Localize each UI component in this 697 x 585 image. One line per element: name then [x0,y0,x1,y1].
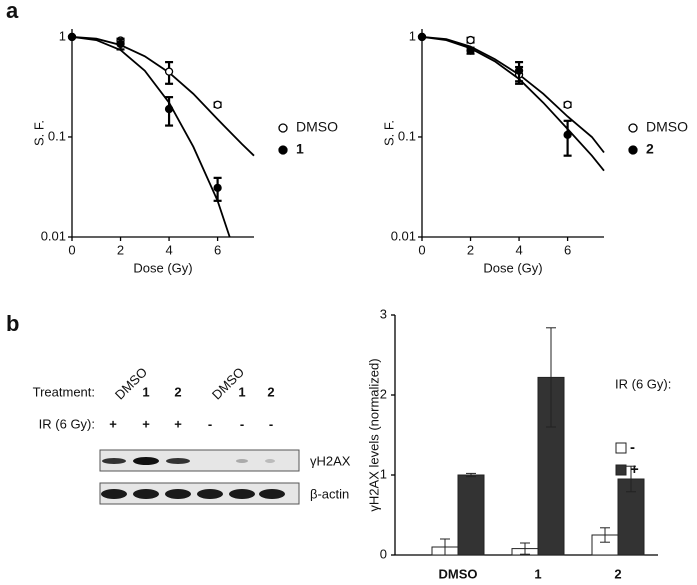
y-tick-label: 1 [59,28,66,43]
blot-label: IR (6 Gy): [39,416,95,431]
error-bar [600,527,610,543]
legend-label: 2 [646,141,654,157]
x-tick-label: 6 [214,242,221,257]
legend-label: DMSO [296,119,338,135]
lane-label: 2 [267,384,274,399]
fit-curve [421,36,605,172]
point [164,104,174,114]
ir-sign: + [142,416,150,431]
legend-label: DMSO [646,119,688,135]
legend-swatch [615,442,627,454]
legend-marker [278,145,288,155]
y-axis-label: S. F. [31,120,46,146]
y-axis-label: S. F. [381,120,396,146]
ir-sign: + [109,416,117,431]
lane-label: 1 [238,384,245,399]
point [417,32,427,42]
x-tick-label: 4 [515,242,522,257]
point [466,46,475,55]
point [514,66,524,75]
point [67,32,77,42]
ir-sign: - [269,416,273,431]
legend-swatch [615,464,627,476]
x-tick-label: 2 [117,242,124,257]
point [563,100,572,109]
y-tick-label: 0.1 [48,128,66,143]
band [236,459,248,463]
point [213,183,222,192]
legend-label: - [630,439,635,456]
point [116,39,125,49]
error-bar [626,465,636,493]
y-tick-label: 0.01 [41,228,66,243]
x-tick-label: 2 [614,566,621,581]
y-axis-label: γH2AX levels (normalized) [366,358,381,511]
band [265,459,275,463]
x-tick-label: 6 [564,242,571,257]
fit-curve [421,36,605,154]
legend-marker [278,123,288,133]
band [102,458,126,464]
legend-marker [628,123,638,133]
y-tick-label: 1 [409,28,416,43]
band-label: γH2AX [310,453,351,468]
band-label: β-actin [310,486,349,501]
x-tick-label: 0 [68,242,75,257]
legend-label: 1 [296,141,304,157]
ir-sign: - [208,416,212,431]
error-bar [440,538,450,556]
lane-label: 1 [142,384,149,399]
point [164,67,174,76]
ir-sign: - [240,416,244,431]
fit-curve [71,36,255,157]
x-tick-label: 1 [534,566,541,581]
point [563,130,572,139]
panel-label: a [6,0,19,23]
error-bar [466,472,476,478]
legend-title: IR (6 Gy): [615,376,671,391]
y-tick-label: 2 [380,386,387,401]
lane-label: 2 [174,384,181,399]
y-tick-label: 3 [380,306,387,321]
actin-bands [101,489,285,499]
point [213,100,222,109]
x-tick-label: DMSO [439,566,478,581]
y-tick-label: 1 [380,466,387,481]
x-tick-label: 0 [418,242,425,257]
blot-label: Treatment: [33,384,95,399]
fit-curve [71,36,231,238]
error-bar [546,327,556,428]
blot-image [99,449,300,505]
ir-sign: + [174,416,182,431]
x-axis-label: Dose (Gy) [133,260,192,275]
legend-marker [628,145,638,155]
error-bar [520,542,530,555]
y-tick-label: 0 [380,546,387,561]
y-tick-label: 0.01 [391,228,416,243]
x-tick-label: 2 [467,242,474,257]
band [133,457,159,465]
x-tick-label: 4 [165,242,172,257]
x-axis-label: Dose (Gy) [483,260,542,275]
bar [457,474,485,556]
y-tick-label: 0.1 [398,128,416,143]
legend-label: + [630,461,639,478]
panel-label: b [6,311,19,336]
point [466,35,475,45]
band [166,458,190,464]
blot-strip [99,449,300,472]
